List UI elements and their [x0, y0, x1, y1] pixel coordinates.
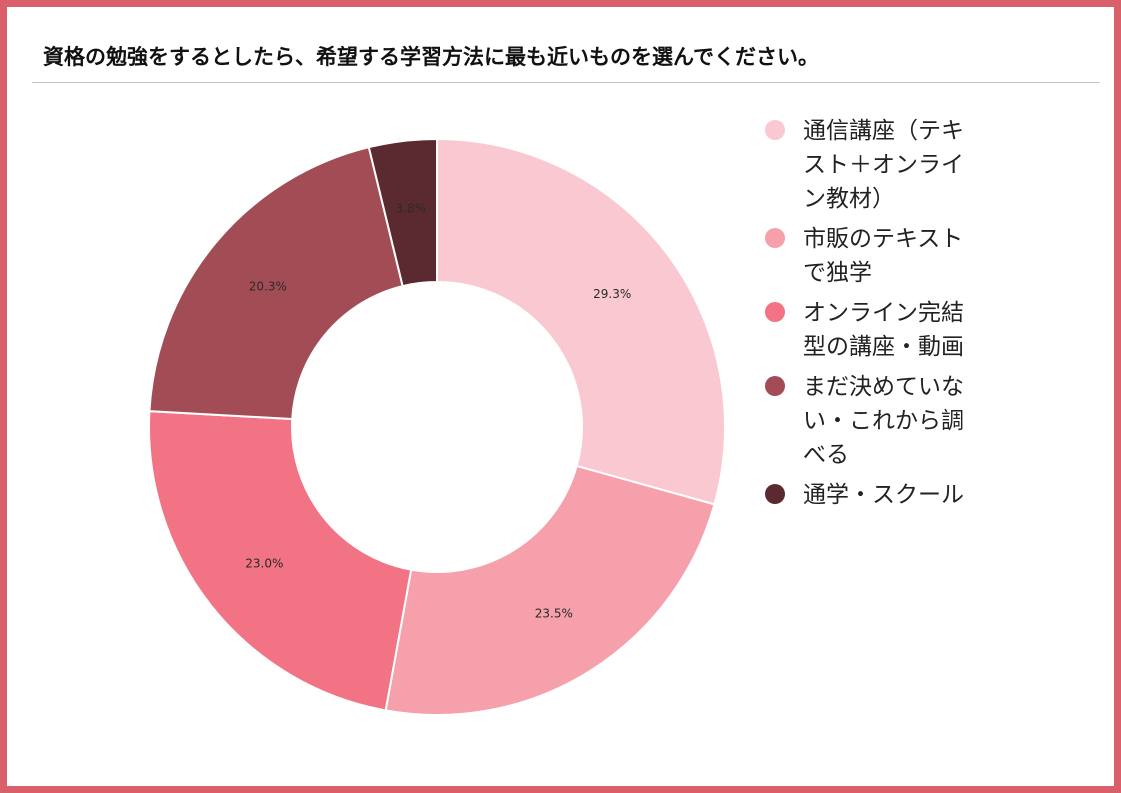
legend-swatch	[765, 484, 785, 504]
donut-slice-4	[367, 137, 438, 288]
donut-slice-3	[148, 145, 404, 421]
legend-swatch	[765, 302, 785, 322]
legend: 通信講座（テキスト＋オンライン教材） 市販のテキストで独学 オンライン完結型の講座・…	[765, 114, 985, 512]
legend-swatch	[765, 120, 785, 140]
donut-slice-2	[148, 410, 413, 712]
legend-item-2: オンライン完結型の講座・動画	[765, 296, 985, 364]
slice-value-label-2: 23.0%	[245, 556, 283, 570]
legend-label: 通信講座（テキスト＋オンライン教材）	[803, 118, 964, 212]
legend-label: オンライン完結型の講座・動画	[803, 300, 964, 360]
donut-slice-0	[436, 137, 726, 506]
donut-slice-1	[384, 464, 716, 716]
chart-title: 資格の勉強をするとしたら、希望する学習方法に最も近いものを選んでください。	[43, 45, 819, 69]
legend-label: まだ決めていない・これから調べる	[803, 374, 964, 468]
slice-value-label-0: 29.3%	[593, 287, 631, 301]
slice-value-label-3: 20.3%	[249, 279, 287, 293]
legend-label: 通学・スクール	[803, 482, 964, 508]
legend-item-0: 通信講座（テキスト＋オンライン教材）	[765, 114, 985, 216]
title-divider	[32, 82, 1100, 83]
legend-swatch	[765, 376, 785, 396]
slice-value-label-1: 23.5%	[535, 606, 573, 620]
legend-swatch	[765, 228, 785, 248]
legend-label: 市販のテキストで独学	[803, 226, 964, 286]
slice-value-label-4: 3.8%	[396, 202, 427, 216]
legend-item-3: まだ決めていない・これから調べる	[765, 370, 985, 472]
legend-item-4: 通学・スクール	[765, 478, 985, 512]
legend-item-1: 市販のテキストで独学	[765, 222, 985, 290]
